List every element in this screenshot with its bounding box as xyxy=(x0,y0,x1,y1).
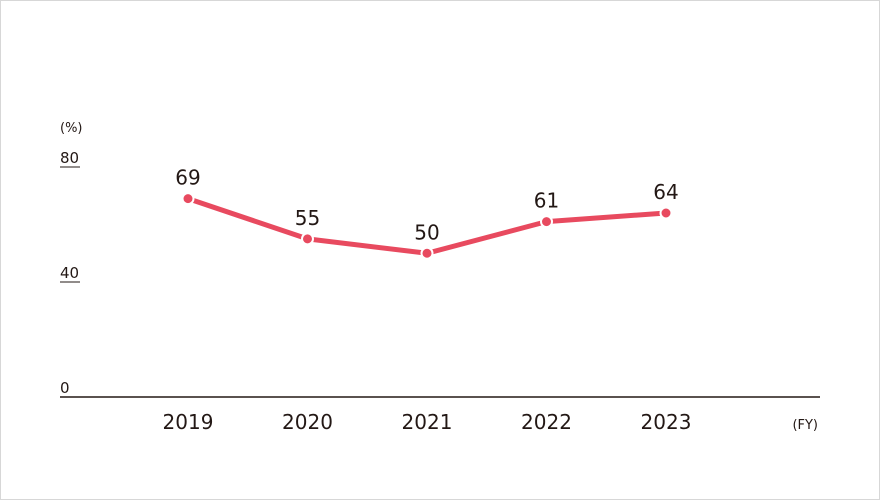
data-point xyxy=(181,192,195,206)
y-axis-ticks: 0 40 80 xyxy=(60,149,80,397)
data-label: 69 xyxy=(175,166,200,190)
data-points xyxy=(181,192,673,260)
x-tick-label: 2021 xyxy=(402,410,453,434)
x-axis-unit-label: (FY) xyxy=(792,418,818,433)
data-label: 55 xyxy=(295,206,320,230)
y-tick-label: 80 xyxy=(60,149,79,167)
y-tick-label: 0 xyxy=(60,379,70,397)
x-tick-label: 2023 xyxy=(641,410,692,434)
data-label: 64 xyxy=(653,180,678,204)
x-tick-label: 2020 xyxy=(282,410,333,434)
y-tick-label: 40 xyxy=(60,264,79,282)
data-point xyxy=(540,215,553,229)
data-labels: 69 55 50 61 64 xyxy=(175,166,678,245)
x-axis-ticks: 2019 2020 2021 2022 2023 xyxy=(163,410,692,434)
data-label: 61 xyxy=(534,189,559,213)
y-axis-unit-label: (%) xyxy=(60,121,83,136)
x-tick-label: 2022 xyxy=(521,410,572,434)
data-point xyxy=(301,232,314,246)
data-label: 50 xyxy=(414,220,439,244)
x-tick-label: 2019 xyxy=(163,410,214,434)
data-point xyxy=(659,206,673,220)
data-point xyxy=(420,246,434,260)
